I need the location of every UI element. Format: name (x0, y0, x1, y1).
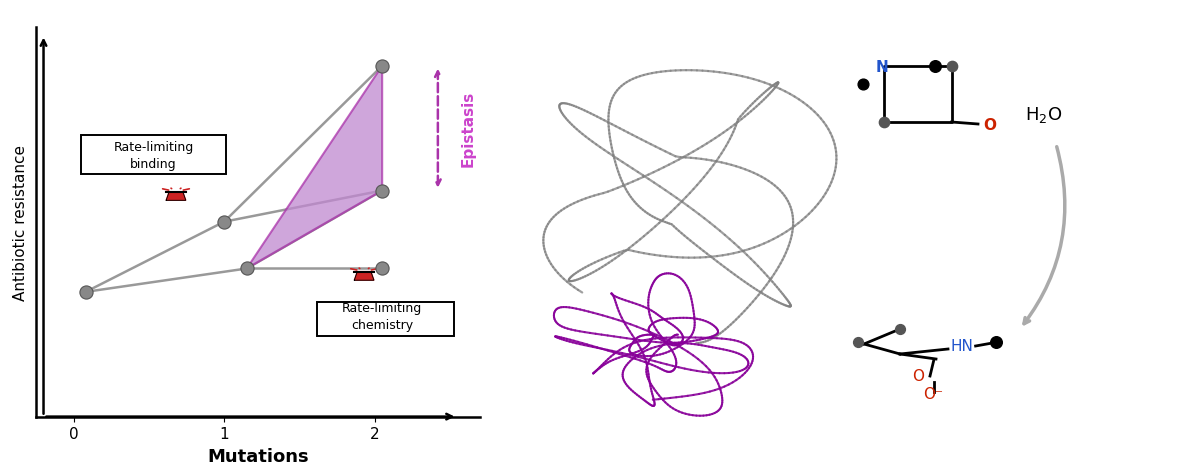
Text: Rate-limiting
binding: Rate-limiting binding (113, 140, 193, 170)
Point (925, 63, 944, 70)
Text: O: O (984, 117, 996, 132)
Text: H$_2$O: H$_2$O (1025, 105, 1063, 125)
Point (238, 265, 257, 273)
Polygon shape (354, 272, 374, 281)
Point (215, 219, 234, 226)
X-axis label: Mutations: Mutations (208, 447, 308, 463)
Point (372, 265, 391, 273)
Point (76, 288, 95, 296)
Point (875, 119, 894, 126)
Polygon shape (166, 192, 186, 201)
Point (890, 325, 910, 333)
Point (372, 188, 391, 195)
FancyBboxPatch shape (318, 302, 455, 336)
Text: HN: HN (950, 339, 974, 354)
Point (853, 81, 872, 88)
Point (986, 338, 1006, 346)
Point (848, 338, 868, 346)
Polygon shape (247, 67, 382, 269)
Point (942, 63, 961, 70)
Text: N: N (876, 59, 888, 75)
FancyBboxPatch shape (82, 136, 226, 175)
Text: O⁻: O⁻ (924, 387, 943, 401)
Point (372, 63, 391, 70)
Text: Epistasis: Epistasis (461, 91, 475, 167)
Text: Rate-limiting
chemistry: Rate-limiting chemistry (342, 302, 422, 332)
Text: O: O (912, 369, 924, 384)
Y-axis label: Antibiotic resistance: Antibiotic resistance (13, 144, 28, 300)
